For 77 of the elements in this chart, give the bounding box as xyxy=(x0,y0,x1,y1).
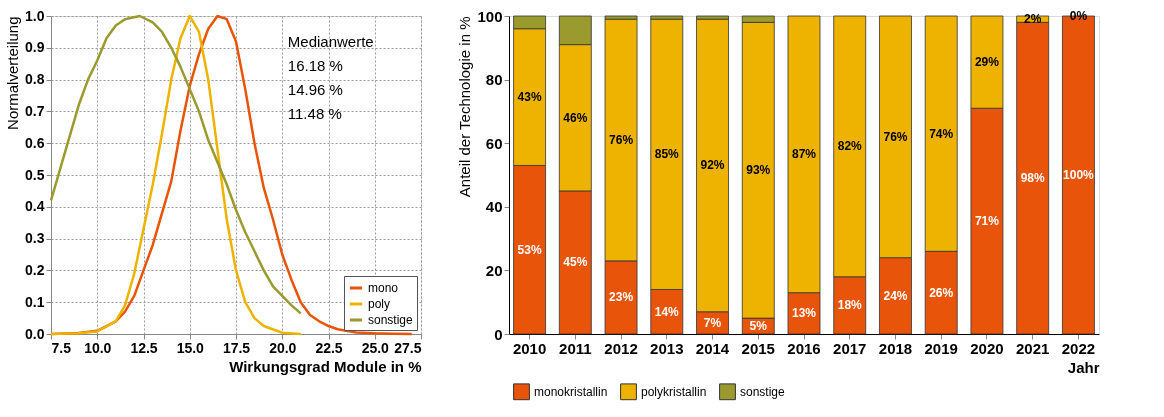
x-tick-label: 20.0 xyxy=(269,339,297,356)
data-label: 98% xyxy=(1020,171,1046,186)
data-label: 100% xyxy=(1063,168,1095,182)
x-tick-label: 2016 xyxy=(787,339,821,357)
data-label: 43% xyxy=(517,90,542,105)
annotation: Medianwerte xyxy=(287,33,374,50)
x-tick-label: 15.0 xyxy=(176,339,205,356)
data-label: 26% xyxy=(929,285,954,300)
y-tick-label: 60 xyxy=(485,134,503,152)
y-tick-label: 40 xyxy=(485,198,503,216)
x-tick-label: 2021 xyxy=(1015,339,1050,357)
data-label: 18% xyxy=(837,298,863,313)
data-label: 46% xyxy=(563,110,588,125)
x-tick-label: 2010 xyxy=(512,339,547,357)
x-tick-label: 22.5 xyxy=(315,339,343,356)
legend-label: poly xyxy=(368,297,391,311)
x-tick-label: 12.5 xyxy=(130,339,158,356)
x-tick-label: 25.0 xyxy=(361,339,390,356)
x-tick-label: 7.5 xyxy=(51,339,72,356)
legend-label: monokristallin xyxy=(534,384,608,399)
data-label: 23% xyxy=(609,290,634,305)
x-tick-label: 2014 xyxy=(695,339,730,357)
data-label: 74% xyxy=(929,126,954,141)
y-tick-label: 1.0 xyxy=(25,7,45,24)
x-axis-title: Jahr xyxy=(1067,358,1100,376)
x-tick-label: 2020 xyxy=(970,339,1004,357)
data-label: 45% xyxy=(563,255,588,270)
data-label: 13% xyxy=(791,306,817,321)
data-label: 76% xyxy=(883,129,908,144)
annotation: 14.96 % xyxy=(287,81,343,98)
data-label: 92% xyxy=(700,158,725,173)
data-label: 24% xyxy=(883,288,908,303)
x-tick-label: 10.0 xyxy=(84,339,112,356)
annotation: 11.48 % xyxy=(287,105,342,122)
y-axis-title: Anteil der Technologie in % xyxy=(456,16,474,198)
data-label: 82% xyxy=(837,139,863,154)
x-tick-label: 2013 xyxy=(650,339,684,357)
legend-label: polykristallin xyxy=(641,384,707,399)
x-tick-label: 2022 xyxy=(1061,339,1096,357)
annotation: 16.18 % xyxy=(287,57,343,74)
x-tick-label: 2018 xyxy=(878,339,913,357)
legend-label: sonstige xyxy=(368,313,414,327)
y-tick-label: 80 xyxy=(485,71,503,89)
x-tick-label: 17.5 xyxy=(222,339,251,356)
legend-label: mono xyxy=(368,281,399,295)
data-label: 53% xyxy=(517,242,542,257)
y-axis-title: Normalverteilung xyxy=(4,16,22,130)
y-tick-label: 0.9 xyxy=(25,39,45,56)
x-tick-label: 2015 xyxy=(741,339,775,357)
data-label: 85% xyxy=(654,147,680,162)
y-tick-label: 0.7 xyxy=(25,102,45,119)
y-tick-label: 0.8 xyxy=(25,71,45,88)
x-axis-title: Wirkungsgrad Module in % xyxy=(229,357,422,375)
data-label: 14% xyxy=(654,304,680,319)
data-label: 87% xyxy=(791,147,817,162)
y-tick-label: 0 xyxy=(494,325,503,343)
data-label: 71% xyxy=(974,214,1000,229)
x-tick-label: 2019 xyxy=(924,339,958,357)
y-tick-label: 0.2 xyxy=(25,261,45,278)
x-tick-label: 27.5 xyxy=(394,339,422,356)
x-tick-label: 2012 xyxy=(604,339,638,357)
data-label: 5% xyxy=(749,319,768,334)
y-tick-label: 0.3 xyxy=(25,230,45,247)
data-label: 93% xyxy=(746,163,771,178)
x-tick-label: 2017 xyxy=(833,339,867,357)
y-tick-label: 20 xyxy=(485,261,503,279)
y-tick-label: 0.4 xyxy=(25,198,45,215)
y-tick-label: 0.0 xyxy=(25,325,45,342)
y-tick-label: 0.6 xyxy=(25,134,45,151)
y-tick-label: 100 xyxy=(477,7,503,25)
y-tick-label: 0.5 xyxy=(25,166,45,183)
y-tick-label: 0.1 xyxy=(25,293,45,310)
legend-label: sonstige xyxy=(740,384,786,399)
data-label: 76% xyxy=(609,133,634,148)
data-label: 29% xyxy=(974,55,1000,70)
data-label: 7% xyxy=(703,315,722,330)
x-tick-label: 2011 xyxy=(559,339,592,357)
